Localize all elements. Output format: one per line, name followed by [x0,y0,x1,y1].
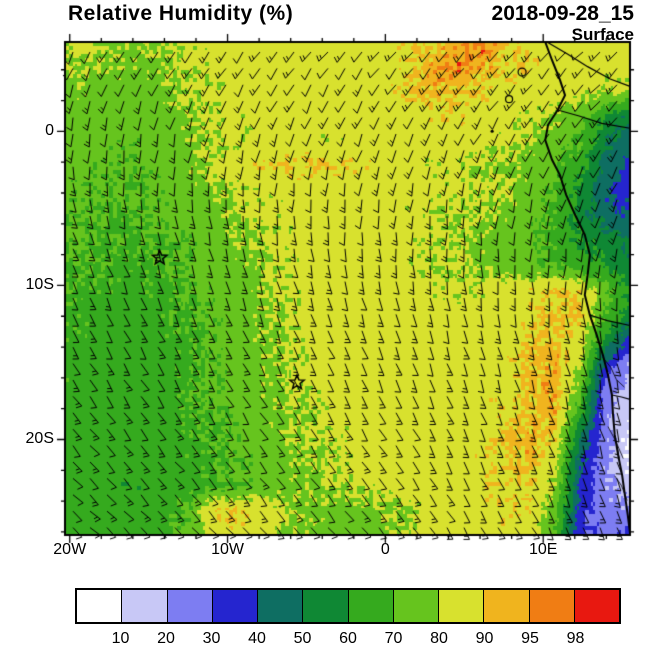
colorbar-label: 30 [202,630,221,647]
x-axis-label: 20W [53,541,87,558]
colorbar-cell [574,590,619,622]
colorbar-label: 95 [521,630,539,647]
colorbar-label: 80 [430,630,448,647]
y-axis-label: 10S [25,276,54,294]
y-axis-label: 0 [45,122,54,140]
colorbar-cell [77,590,123,622]
colorbar-label: 60 [339,630,357,647]
colorbar-label: 40 [248,630,266,647]
colorbar-label: 90 [475,630,494,647]
humidity-map-canvas [0,0,650,562]
x-axis-label: 0 [380,541,390,558]
colorbar-cell [167,590,213,622]
colorbar-cell [212,590,258,622]
colorbar-label: 20 [157,630,175,647]
colorbar-labels: 10 20 30 40 50 60 70 80 90 95 98 [75,630,621,652]
colorbar-label: 10 [111,630,130,647]
colorbar-label: 98 [566,630,585,647]
colorbar-cell [348,590,394,622]
colorbar-label: 70 [384,630,403,647]
datetime-label: 2018-09-28_15 [491,2,634,25]
colorbar-label: 50 [293,630,312,647]
level-label: Surface [571,25,634,44]
colorbar-cell [439,590,485,622]
y-axis-label: 20S [25,430,54,448]
colorbar [75,588,621,624]
colorbar-cell [303,590,349,622]
x-axis-label: 10W [211,541,244,558]
colorbar-cell [393,590,439,622]
page-title: Relative Humidity (%) [68,2,294,25]
colorbar-cell [484,590,530,622]
colorbar-cell [258,590,304,622]
x-axis-label: 10E [528,541,558,558]
colorbar-cell [529,590,575,622]
colorbar-cell [122,590,168,622]
